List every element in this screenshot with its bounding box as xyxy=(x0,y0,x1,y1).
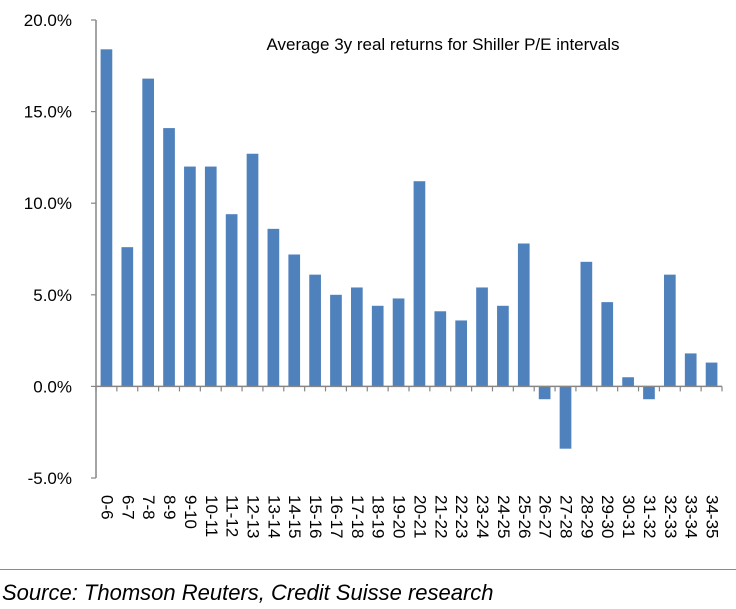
bar-25-26 xyxy=(517,243,530,387)
bar-32-33 xyxy=(663,274,676,387)
x-tick-label: 13-14 xyxy=(264,495,283,538)
y-tick-label: -5.0% xyxy=(28,469,72,488)
bar-10-11 xyxy=(204,166,217,387)
source-note: Source: Thomson Reuters, Credit Suisse r… xyxy=(2,580,494,605)
y-tick-label: 0.0% xyxy=(33,377,72,396)
x-tick-label: 7-8 xyxy=(139,495,158,520)
x-tick-label: 21-22 xyxy=(431,495,450,538)
x-tick-label: 17-18 xyxy=(348,495,367,538)
x-tick-label: 14-15 xyxy=(285,495,304,538)
bar-chart: Average 3y real returns for Shiller P/E … xyxy=(24,11,723,538)
x-tick-label: 30-31 xyxy=(619,495,638,538)
x-tick-label: 18-19 xyxy=(369,495,388,538)
x-tick-label: 24-25 xyxy=(494,495,513,538)
bar-14-15 xyxy=(288,254,301,387)
bar-6-7 xyxy=(121,247,134,387)
bar-8-9 xyxy=(163,128,175,387)
x-tick-label: 28-29 xyxy=(577,495,596,538)
bar-26-27 xyxy=(538,386,551,400)
x-tick-label: 26-27 xyxy=(536,495,555,538)
bar-34-35 xyxy=(705,362,718,387)
x-tick-label: 19-20 xyxy=(390,495,409,538)
x-tick-label: 29-30 xyxy=(598,495,617,538)
x-tick-label: 25-26 xyxy=(515,495,534,538)
x-tick-label: 8-9 xyxy=(160,495,179,520)
bar-27-28 xyxy=(559,386,572,449)
x-tick-label: 34-35 xyxy=(703,495,722,538)
bar-11-12 xyxy=(225,214,238,387)
bar-17-18 xyxy=(350,287,363,387)
bar-24-25 xyxy=(497,305,509,387)
x-tick-label: 12-13 xyxy=(244,495,263,538)
x-tick-label: 16-17 xyxy=(327,495,346,538)
bars-group xyxy=(100,49,718,449)
x-tick-label: 22-23 xyxy=(452,495,471,538)
x-tick-label: 32-33 xyxy=(661,495,680,538)
x-tick-label: 31-32 xyxy=(640,495,659,538)
x-tick-label: 27-28 xyxy=(557,495,576,538)
bar-30-31 xyxy=(622,377,634,387)
bar-31-32 xyxy=(643,386,655,400)
y-tick-label: 10.0% xyxy=(24,194,72,213)
x-tick-label: 0-6 xyxy=(97,495,116,520)
chart-area: Average 3y real returns for Shiller P/E … xyxy=(24,11,723,538)
y-tick-labels: 20.0% 15.0% 10.0% 5.0% 0.0% -5.0% xyxy=(24,11,72,488)
bar-18-19 xyxy=(371,305,384,387)
bar-23-24 xyxy=(476,287,488,387)
x-tick-label: 33-34 xyxy=(682,495,701,538)
bar-15-16 xyxy=(309,274,321,387)
y-tick-label: 15.0% xyxy=(24,103,72,122)
x-tick-label: 10-11 xyxy=(202,495,221,537)
x-tick-label: 20-21 xyxy=(410,495,429,538)
x-tick-label: 15-16 xyxy=(306,495,325,538)
bar-19-20 xyxy=(392,298,405,387)
bar-0-6 xyxy=(100,49,113,387)
bar-28-29 xyxy=(580,261,593,387)
bar-33-34 xyxy=(684,353,697,387)
bar-7-8 xyxy=(142,78,155,387)
bar-12-13 xyxy=(246,153,259,387)
y-tick-label: 20.0% xyxy=(24,11,72,30)
x-tick-labels: 0-6 6-7 7-8 8-9 9-10 10-11 11-12 12-13 13-14 14-1… xyxy=(97,495,721,538)
x-tick-label: 9-10 xyxy=(181,495,200,529)
y-tick-label: 5.0% xyxy=(33,286,72,305)
bar-20-21 xyxy=(413,181,426,387)
source-divider xyxy=(0,569,736,570)
bar-13-14 xyxy=(267,228,280,387)
bar-29-30 xyxy=(601,302,614,387)
axes-group xyxy=(91,19,723,479)
bar-21-22 xyxy=(434,311,447,387)
bar-16-17 xyxy=(330,294,342,387)
x-tick-label: 11-12 xyxy=(223,495,242,537)
bar-22-23 xyxy=(455,320,468,387)
x-tick-label: 23-24 xyxy=(473,495,492,538)
x-tick-label: 6-7 xyxy=(118,495,137,520)
bar-9-10 xyxy=(184,166,196,387)
chart-title: Average 3y real returns for Shiller P/E … xyxy=(266,35,619,54)
